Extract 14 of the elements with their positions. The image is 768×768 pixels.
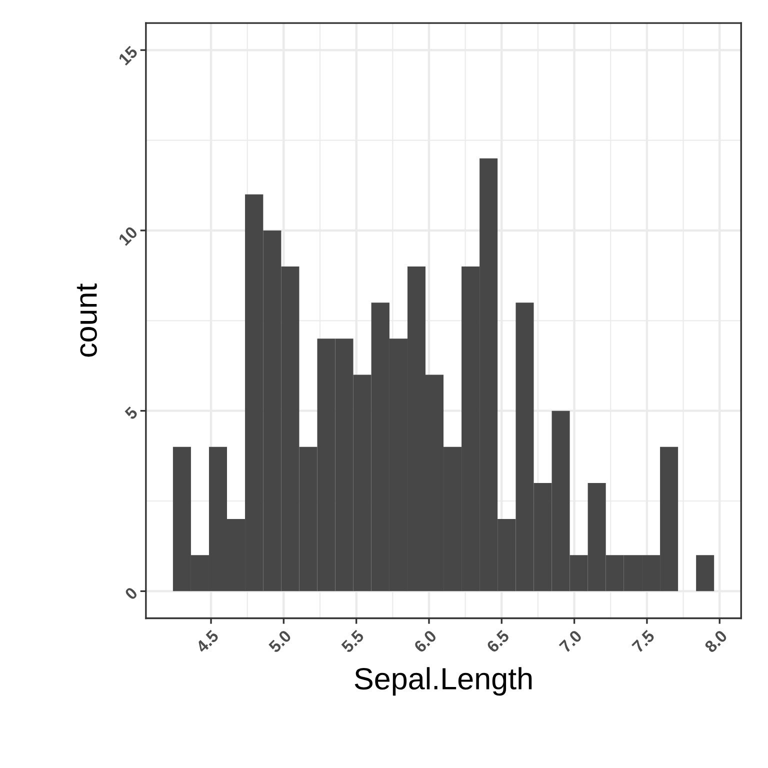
- y-tick-label: 15: [118, 45, 138, 66]
- y-tick-label: 5: [124, 406, 138, 420]
- x-axis-title: Sepal.Length: [354, 667, 532, 696]
- x-tick-label: 7.0: [558, 629, 582, 654]
- x-tick-label: 8.0: [704, 629, 728, 654]
- y-axis-title: count: [76, 283, 97, 357]
- x-tick-label: 5.0: [268, 629, 292, 654]
- y-tick-label: 0: [124, 586, 138, 600]
- x-tick-label: 4.5: [195, 629, 220, 654]
- x-tick-label: 5.5: [340, 629, 365, 654]
- x-tick-label: 7.5: [632, 629, 656, 654]
- y-tick-label: 10: [118, 226, 138, 246]
- x-tick-label: 6.0: [413, 629, 438, 654]
- x-tick-label: 6.5: [486, 629, 510, 654]
